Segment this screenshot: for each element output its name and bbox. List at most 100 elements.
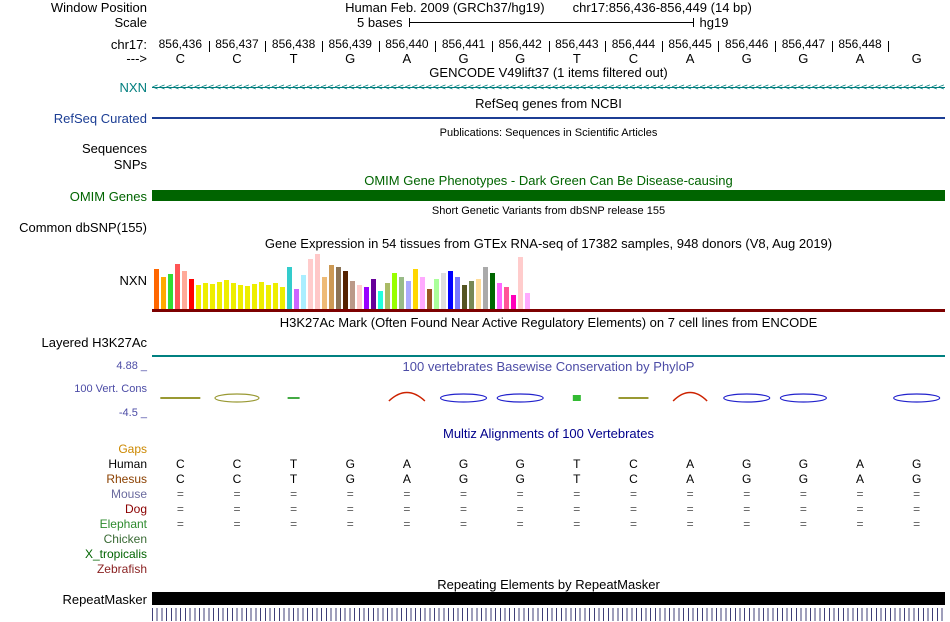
multiz-alignment-cells[interactable] — [152, 561, 945, 576]
gtex-expression-bar[interactable] — [308, 259, 313, 309]
species-label[interactable]: Rhesus — [106, 471, 147, 486]
repeat-element-bar[interactable] — [152, 592, 945, 605]
gtex-expression-bar[interactable] — [483, 267, 488, 309]
dbsnp-track[interactable] — [152, 219, 945, 236]
species-label[interactable]: Dog — [124, 501, 147, 516]
gtex-expression-bar[interactable] — [343, 271, 348, 309]
multiz-alignment-cells[interactable] — [152, 546, 945, 561]
gtex-expression-bar[interactable] — [490, 273, 495, 309]
h3k27ac-signal-track[interactable] — [152, 330, 945, 355]
species-label[interactable]: Elephant — [99, 516, 147, 531]
track-label-sequences[interactable]: Sequences — [81, 141, 147, 156]
track-label-h3k27ac[interactable]: Layered H3K27Ac — [41, 335, 147, 350]
gencode-gene-track[interactable]: <<<<<<<<<<<<<<<<<<<<<<<<<<<<<<<<<<<<<<<<… — [152, 79, 945, 96]
track-label-snps[interactable]: SNPs — [113, 156, 147, 172]
conservation-signal-track[interactable] — [152, 376, 945, 425]
gtex-expression-bar[interactable] — [231, 283, 236, 309]
gtex-expression-bar[interactable] — [350, 281, 355, 309]
gtex-expression-bar[interactable] — [245, 286, 250, 309]
gtex-expression-bar[interactable] — [273, 283, 278, 309]
alignment-cell: = — [856, 516, 864, 531]
gtex-gene-model-line[interactable] — [152, 309, 945, 312]
track-label-nxn-gtex[interactable]: NXN — [119, 272, 147, 288]
gtex-expression-bar[interactable] — [518, 257, 523, 309]
gtex-expression-bar[interactable] — [210, 284, 215, 309]
gtex-expression-bar[interactable] — [448, 271, 453, 309]
species-label[interactable]: Chicken — [103, 531, 147, 546]
gtex-expression-bar[interactable] — [511, 295, 516, 309]
gtex-expression-bar[interactable] — [161, 277, 166, 309]
gtex-expression-bar[interactable] — [280, 287, 285, 309]
snps-track[interactable] — [152, 156, 945, 172]
species-label[interactable]: Human — [108, 456, 147, 471]
gtex-expression-bar[interactable] — [434, 279, 439, 309]
multiz-alignment-cells[interactable]: = = = = = = = = = = = = = = — [152, 486, 945, 501]
track-label-repeatmasker[interactable]: RepeatMasker — [62, 591, 147, 607]
gtex-expression-bar[interactable] — [322, 277, 327, 309]
gtex-expression-bar[interactable] — [504, 287, 509, 309]
gtex-expression-bar[interactable] — [294, 289, 299, 309]
gtex-expression-bar[interactable] — [252, 284, 257, 309]
gtex-expression-bar[interactable] — [406, 281, 411, 309]
gtex-expression-bar[interactable] — [385, 283, 390, 309]
multiz-alignment-cells[interactable] — [152, 441, 945, 456]
gtex-expression-bar[interactable] — [301, 275, 306, 309]
gtex-expression-track[interactable] — [152, 251, 945, 309]
gtex-expression-bar[interactable] — [329, 265, 334, 309]
gtex-expression-bar[interactable] — [364, 287, 369, 309]
gtex-expression-bar[interactable] — [168, 274, 173, 309]
multiz-alignment-cells[interactable]: = = = = = = = = = = = = = = — [152, 516, 945, 531]
gtex-expression-bar[interactable] — [189, 279, 194, 309]
refseq-curated-track[interactable] — [152, 110, 945, 126]
gtex-expression-bar[interactable] — [455, 277, 460, 309]
gtex-expression-bar[interactable] — [154, 269, 159, 309]
species-label[interactable]: Gaps — [118, 441, 147, 456]
gtex-expression-bar[interactable] — [378, 291, 383, 309]
multiz-alignment-cells[interactable]: = = = = = = = = = = = = = = — [152, 501, 945, 516]
species-label[interactable]: Zebrafish — [96, 561, 147, 576]
gtex-expression-bar[interactable] — [182, 271, 187, 309]
gtex-expression-bar[interactable] — [462, 285, 467, 309]
gtex-expression-bar[interactable] — [525, 293, 530, 309]
rmsk-track[interactable] — [152, 592, 945, 606]
track-label-refseq-curated[interactable]: RefSeq Curated — [53, 110, 147, 126]
gtex-expression-bar[interactable] — [413, 269, 418, 309]
gtex-expression-bar[interactable] — [287, 267, 292, 309]
omim-gene-bar[interactable] — [152, 190, 945, 201]
gtex-expression-bar[interactable] — [427, 289, 432, 309]
position-ruler[interactable]: 856,436 856,437 856,438 856,439 856,440 856,4… — [152, 37, 945, 52]
omim-genes-track[interactable] — [152, 189, 945, 203]
gtex-expression-bar[interactable] — [399, 277, 404, 309]
track-label-common-dbsnp[interactable]: Common dbSNP(155) — [19, 220, 147, 235]
gtex-expression-bar[interactable] — [203, 283, 208, 309]
gtex-expression-bar[interactable] — [217, 282, 222, 309]
gtex-expression-bar[interactable] — [336, 267, 341, 309]
gtex-expression-bar[interactable] — [238, 285, 243, 309]
track-label-nxn-gencode[interactable]: NXN — [119, 80, 147, 95]
gtex-expression-bar[interactable] — [469, 281, 474, 309]
gtex-expression-bar[interactable] — [420, 277, 425, 309]
ruler-position-label: 856,447 — [781, 37, 826, 51]
gtex-expression-bar[interactable] — [371, 279, 376, 309]
sequences-track[interactable] — [152, 141, 945, 156]
gtex-expression-bar[interactable] — [357, 285, 362, 309]
track-label-omim-genes[interactable]: OMIM Genes — [69, 188, 147, 204]
gtex-expression-bar[interactable] — [175, 264, 180, 309]
gtex-expression-bar[interactable] — [259, 282, 264, 309]
gtex-expression-bar[interactable] — [441, 273, 446, 309]
species-label[interactable]: X_tropicalis — [84, 546, 147, 561]
species-label[interactable]: Mouse — [110, 486, 147, 501]
gtex-expression-bar[interactable] — [224, 280, 229, 309]
gtex-expression-bar[interactable] — [476, 279, 481, 309]
gtex-expression-bar[interactable] — [315, 254, 320, 309]
gtex-expression-bar[interactable] — [392, 273, 397, 309]
track-label-100-vert-cons[interactable]: 100 Vert. Cons — [74, 383, 147, 395]
gtex-expression-bar[interactable] — [266, 285, 271, 309]
alignment-cell: A — [686, 471, 695, 486]
gtex-expression-bar[interactable] — [196, 285, 201, 309]
gtex-expression-bar[interactable] — [497, 283, 502, 309]
multiz-alignment-cells[interactable] — [152, 531, 945, 546]
